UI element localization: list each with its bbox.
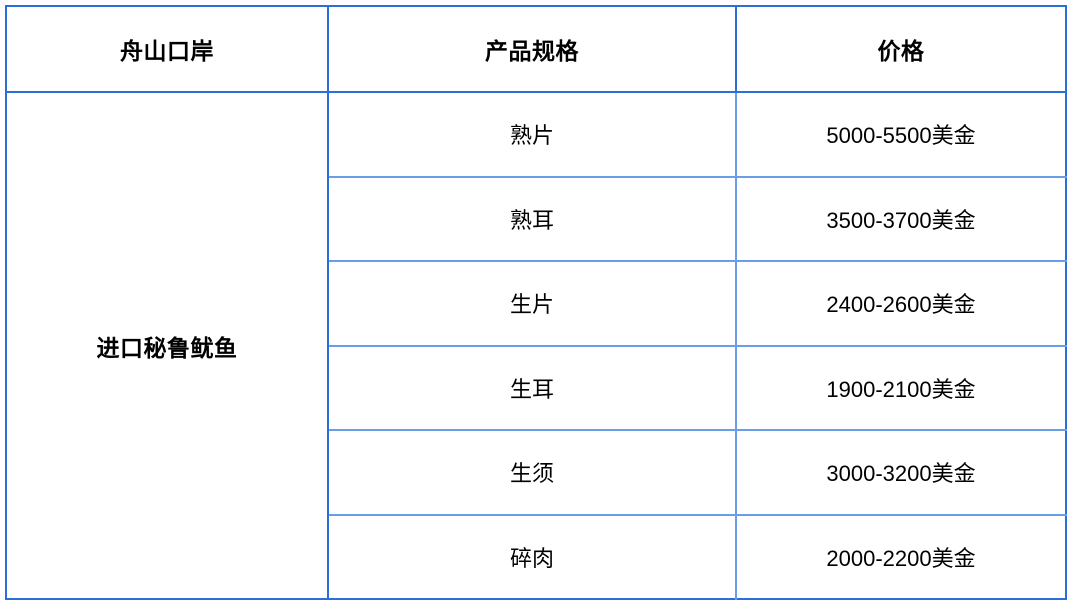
column-header-spec: 产品规格 xyxy=(328,6,737,93)
cell-price: 2400-2600美金 xyxy=(736,261,1066,347)
table-row: 生片 2400-2600美金 xyxy=(6,261,1066,347)
cell-price: 1900-2100美金 xyxy=(736,345,1066,431)
cell-spec: 熟耳 xyxy=(328,176,737,262)
cell-price: 5000-5500美金 xyxy=(736,92,1066,178)
table-row: 碎肉 2000-2200美金 xyxy=(6,514,1066,599)
cell-price: 3500-3700美金 xyxy=(736,176,1066,262)
table-row: 生须 3000-3200美金 xyxy=(6,430,1066,516)
cell-spec: 碎肉 xyxy=(328,514,737,599)
cell-spec: 生片 xyxy=(328,261,737,347)
table-header: 舟山口岸 产品规格 价格 xyxy=(6,6,1066,93)
cell-spec: 生须 xyxy=(328,430,737,516)
column-header-port: 舟山口岸 xyxy=(6,6,329,93)
row-group-label: 进口秘鲁鱿鱼 xyxy=(6,92,329,599)
cell-spec: 生耳 xyxy=(328,345,737,431)
table-row: 熟耳 3500-3700美金 xyxy=(6,176,1066,262)
table-row: 进口秘鲁鱿鱼 熟片 5000-5500美金 xyxy=(6,92,1066,599)
table-body: 进口秘鲁鱿鱼 熟片 5000-5500美金 熟耳 3500-3700美金 生片 … xyxy=(6,92,1066,599)
cell-spec: 熟片 xyxy=(328,92,737,178)
header-row: 舟山口岸 产品规格 价格 xyxy=(6,6,1066,93)
column-header-price: 价格 xyxy=(736,6,1066,93)
table-row: 生耳 1900-2100美金 xyxy=(6,345,1066,431)
cell-price: 2000-2200美金 xyxy=(826,545,976,571)
price-table: 舟山口岸 产品规格 价格 进口秘鲁鱿鱼 熟片 5000-5500美金 熟耳 35… xyxy=(5,5,1067,600)
cell-price: 3000-3200美金 xyxy=(736,430,1066,516)
